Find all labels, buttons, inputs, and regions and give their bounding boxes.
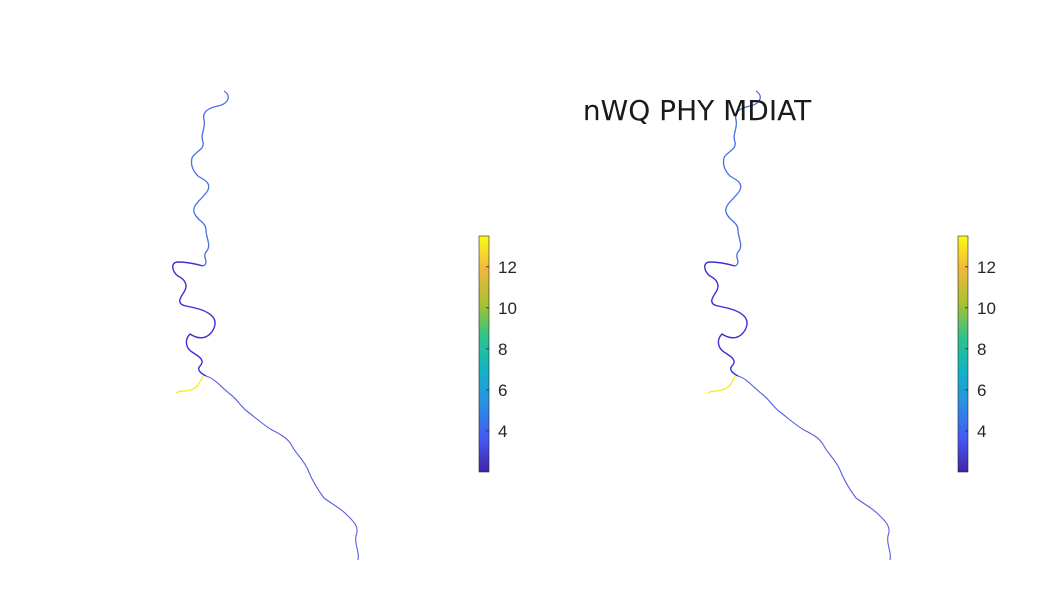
colorbar-left-tick-label: 4 [498, 422, 507, 441]
figure-title: nWQ PHY MDIAT [583, 94, 812, 127]
river-lower-reach-right [737, 375, 891, 561]
map-panel-left [172, 90, 359, 561]
river-tributary-right [707, 375, 736, 394]
colorbar-left-tick-label: 8 [498, 340, 507, 359]
colorbar-right-tick-label: 6 [977, 381, 986, 400]
colorbar-right-tick-label: 4 [977, 422, 986, 441]
river-tributary-left [175, 375, 204, 394]
colorbar-right-gradient [957, 235, 969, 473]
colorbar-right-tick-label: 8 [977, 340, 986, 359]
river-upper-reach-left [190, 90, 229, 267]
colorbar-left-tick-label: 10 [498, 299, 517, 318]
colorbar-left-ticks: 4 6 8 10 12 [486, 258, 517, 441]
map-panel-right [704, 90, 891, 561]
colorbar-right: 4 6 8 10 12 [957, 235, 996, 473]
colorbar-right-tick-label: 10 [977, 299, 996, 318]
river-lower-reach-left [205, 375, 359, 561]
river-middle-reach-right [704, 261, 748, 377]
river-middle-reach-left [172, 261, 216, 377]
colorbar-left-tick-label: 6 [498, 381, 507, 400]
river-upper-reach-right [722, 90, 761, 267]
colorbar-right-tick-label: 12 [977, 258, 996, 277]
colorbar-left-gradient [478, 235, 490, 473]
colorbar-right-ticks: 4 6 8 10 12 [965, 258, 996, 441]
colorbar-left-tick-label: 12 [498, 258, 517, 277]
colorbar-left: 4 6 8 10 12 [478, 235, 517, 473]
